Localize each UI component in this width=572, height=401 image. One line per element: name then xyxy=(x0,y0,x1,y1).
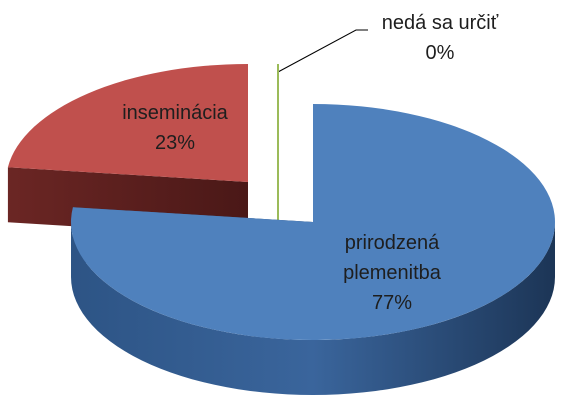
value-label: 0% xyxy=(425,42,455,64)
slice xyxy=(7,64,248,182)
value-label: 77% xyxy=(371,292,413,314)
category-label: nedá sa určiť xyxy=(381,12,499,34)
category-label: inseminácia xyxy=(122,102,228,124)
data-label: prirodzená plemenitba 77% xyxy=(317,228,467,318)
category-label: prirodzená plemenitba xyxy=(343,232,441,284)
leader-line xyxy=(277,29,368,73)
value-label: 23% xyxy=(154,132,196,154)
data-label: inseminácia 23% xyxy=(95,98,255,158)
slice-side xyxy=(71,222,555,395)
slice xyxy=(70,104,556,340)
data-label: nedá sa určiť 0% xyxy=(340,8,540,68)
